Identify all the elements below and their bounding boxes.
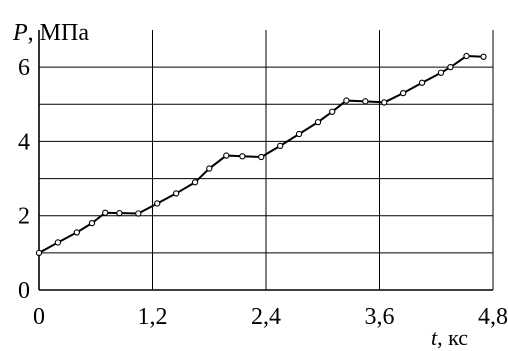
- data-point: [73, 229, 80, 236]
- x-axis-label: t, кс: [431, 325, 468, 350]
- y-axis-unit: , МПа: [28, 20, 90, 46]
- x-tick-label: 4,8: [478, 304, 508, 330]
- data-point: [381, 99, 388, 106]
- data-point: [206, 165, 213, 172]
- data-point: [418, 79, 426, 86]
- x-tick-label: 1,2: [138, 304, 168, 330]
- data-point: [54, 239, 62, 246]
- data-point: [239, 153, 246, 160]
- x-tick-label: 0: [33, 304, 45, 330]
- data-point: [463, 52, 470, 60]
- y-tick-labels: 0 2 4 6: [18, 55, 30, 304]
- y-axis-label: P, МПа: [12, 20, 89, 46]
- data-point: [362, 98, 369, 105]
- data-point: [172, 190, 180, 197]
- y-tick-label: 6: [18, 55, 30, 81]
- data-point: [437, 69, 445, 76]
- data-point: [447, 63, 454, 71]
- data-point: [329, 108, 336, 115]
- x-axis-unit: , кс: [437, 325, 468, 350]
- series-layer: [35, 52, 487, 257]
- data-point: [399, 89, 407, 97]
- data-point: [258, 153, 265, 161]
- data-point: [277, 142, 284, 150]
- grid: [39, 30, 494, 290]
- data-point: [314, 118, 322, 126]
- axes: [38, 30, 493, 291]
- x-tick-label: 3,6: [365, 304, 395, 330]
- data-point: [343, 97, 350, 104]
- data-point: [116, 209, 123, 217]
- y-tick-label: 4: [18, 129, 30, 155]
- y-tick-label: 0: [18, 278, 30, 304]
- data-point: [223, 152, 230, 159]
- x-tick-label: 2,4: [251, 304, 281, 330]
- data-point: [191, 179, 199, 186]
- data-point: [88, 219, 96, 227]
- y-axis-variable: P: [12, 20, 28, 46]
- y-tick-label: 2: [18, 204, 30, 230]
- x-axis-variable: t: [431, 325, 438, 350]
- data-point: [135, 210, 142, 217]
- data-point: [102, 209, 109, 216]
- x-tick-labels: 0 1,2 2,4 3,6 4,8: [33, 304, 508, 330]
- data-point: [480, 53, 487, 60]
- data-point: [154, 200, 161, 207]
- data-point: [295, 130, 303, 138]
- data-point: [35, 249, 43, 257]
